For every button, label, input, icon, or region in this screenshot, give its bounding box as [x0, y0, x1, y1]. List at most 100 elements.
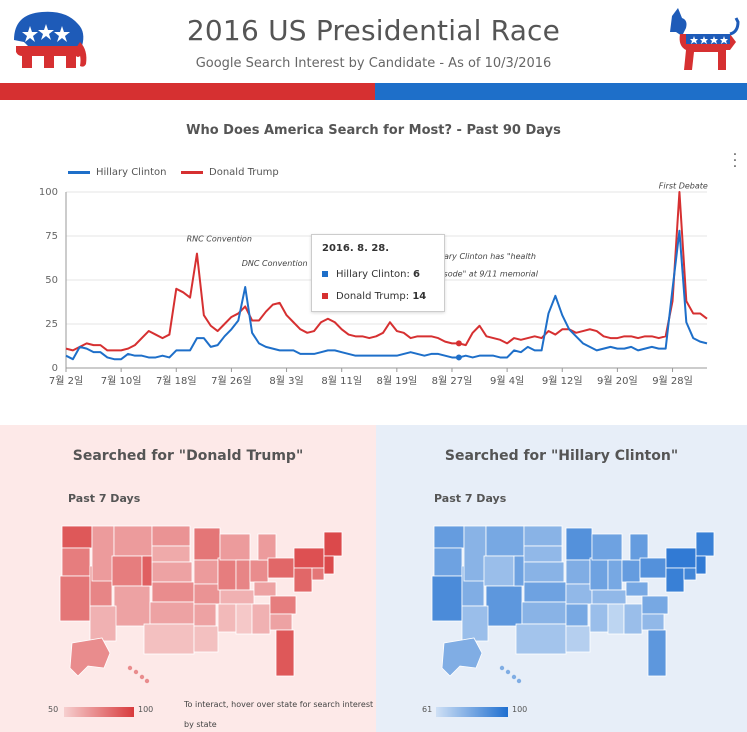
trump-us-map[interactable]	[52, 518, 352, 693]
state-region[interactable]	[463, 525, 487, 582]
state-region[interactable]	[623, 603, 643, 635]
state-region[interactable]	[193, 625, 219, 653]
state-region[interactable]	[591, 589, 627, 605]
state-region[interactable]	[607, 559, 623, 591]
state-region[interactable]	[433, 547, 463, 577]
state-region[interactable]	[293, 567, 313, 593]
state-region[interactable]	[665, 547, 697, 569]
state-region[interactable]	[433, 525, 465, 549]
state-region[interactable]	[647, 629, 667, 677]
state-region[interactable]	[641, 595, 669, 615]
state-region[interactable]	[523, 545, 563, 563]
state-alaska[interactable]	[441, 637, 483, 677]
state-region[interactable]	[151, 581, 195, 603]
state-region[interactable]	[235, 559, 251, 591]
y-tick-label: 0	[52, 363, 58, 374]
line-chart-title: Who Does America Search for Most? - Past…	[186, 123, 561, 138]
state-hawaii[interactable]	[516, 678, 522, 684]
x-tick-label: 9월 12일	[542, 375, 583, 387]
state-region[interactable]	[293, 547, 325, 569]
state-region[interactable]	[193, 603, 217, 627]
state-region[interactable]	[485, 525, 525, 557]
state-region[interactable]	[483, 555, 515, 587]
state-region[interactable]	[59, 575, 91, 622]
state-region[interactable]	[565, 603, 589, 627]
legend-item-trump[interactable]: Donald Trump	[181, 167, 279, 178]
state-region[interactable]	[523, 581, 567, 603]
state-region[interactable]	[269, 595, 297, 615]
state-hawaii[interactable]	[133, 669, 139, 675]
state-region[interactable]	[149, 601, 195, 625]
state-hawaii[interactable]	[144, 678, 150, 684]
state-region[interactable]	[641, 613, 665, 631]
state-region[interactable]	[565, 583, 593, 605]
state-region[interactable]	[113, 525, 153, 557]
state-region[interactable]	[589, 557, 609, 591]
state-region[interactable]	[323, 555, 335, 575]
clinton-map-panel: Searched for "Hillary Clinton" Past 7 Da…	[376, 425, 747, 732]
x-tick-label: 9월 20일	[597, 375, 638, 387]
state-region[interactable]	[91, 525, 115, 582]
state-region[interactable]	[621, 559, 641, 583]
state-hawaii[interactable]	[127, 665, 133, 671]
state-hawaii[interactable]	[139, 674, 145, 680]
state-region[interactable]	[251, 603, 271, 635]
state-region[interactable]	[523, 525, 563, 547]
state-region[interactable]	[275, 629, 295, 677]
highlight-point	[455, 354, 462, 361]
state-region[interactable]	[311, 567, 325, 581]
state-region[interactable]	[267, 557, 295, 579]
line-chart-panel: Who Does America Search for Most? - Past…	[0, 100, 747, 425]
legend-item-clinton[interactable]: Hillary Clinton	[68, 167, 166, 178]
state-region[interactable]	[193, 559, 219, 585]
state-region[interactable]	[485, 585, 523, 627]
state-region[interactable]	[565, 559, 591, 585]
state-alaska[interactable]	[69, 637, 111, 677]
state-region[interactable]	[431, 575, 463, 622]
state-region[interactable]	[591, 533, 623, 561]
state-region[interactable]	[269, 613, 293, 631]
democrat-donkey-icon	[670, 8, 740, 70]
state-region[interactable]	[143, 623, 195, 655]
state-region[interactable]	[151, 525, 191, 547]
state-region[interactable]	[695, 555, 707, 575]
state-region[interactable]	[151, 545, 191, 563]
state-hawaii[interactable]	[505, 669, 511, 675]
state-hawaii[interactable]	[499, 665, 505, 671]
state-region[interactable]	[323, 531, 343, 557]
state-region[interactable]	[589, 603, 609, 633]
state-region[interactable]	[565, 625, 591, 653]
state-region[interactable]	[217, 603, 237, 633]
state-region[interactable]	[665, 567, 685, 593]
state-region[interactable]	[565, 527, 593, 561]
state-region[interactable]	[113, 585, 151, 627]
state-region[interactable]	[461, 605, 489, 642]
state-region[interactable]	[521, 601, 567, 625]
state-region[interactable]	[61, 525, 93, 549]
state-region[interactable]	[193, 527, 221, 561]
state-region[interactable]	[257, 533, 277, 561]
state-region[interactable]	[607, 603, 625, 635]
more-vert-icon[interactable]: · · ·	[732, 147, 738, 175]
state-region[interactable]	[111, 555, 143, 587]
state-region[interactable]	[625, 581, 649, 597]
state-region[interactable]	[89, 605, 117, 642]
state-region[interactable]	[249, 559, 269, 583]
tooltip-row-trump: Donald Trump: 14	[322, 291, 426, 302]
state-region[interactable]	[193, 583, 221, 605]
state-region[interactable]	[61, 547, 91, 577]
state-hawaii[interactable]	[511, 674, 517, 680]
state-region[interactable]	[695, 531, 715, 557]
state-region[interactable]	[523, 561, 565, 583]
state-region[interactable]	[639, 557, 667, 579]
state-region[interactable]	[683, 567, 697, 581]
state-region[interactable]	[253, 581, 277, 597]
state-region[interactable]	[217, 557, 237, 591]
state-region[interactable]	[219, 533, 251, 561]
state-region[interactable]	[515, 623, 567, 655]
state-region[interactable]	[629, 533, 649, 561]
state-region[interactable]	[235, 603, 253, 635]
state-region[interactable]	[151, 561, 193, 583]
clinton-us-map[interactable]	[424, 518, 724, 693]
state-region[interactable]	[219, 589, 255, 605]
